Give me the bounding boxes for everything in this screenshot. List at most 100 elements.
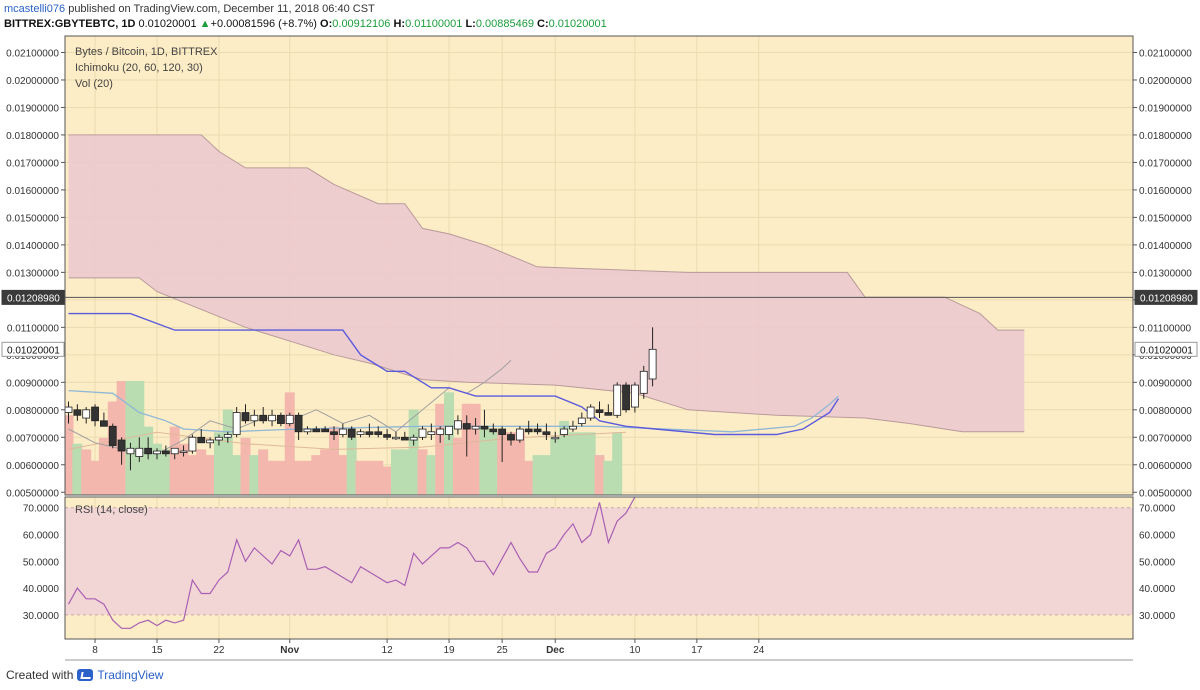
volume-bar xyxy=(399,449,410,495)
volume-bar xyxy=(550,438,561,495)
volume-bar xyxy=(302,460,313,495)
candle-body xyxy=(365,431,374,435)
candle-body xyxy=(462,423,471,430)
volume-bar xyxy=(585,432,596,495)
price-tick-label-right: 0.01900000 xyxy=(1139,103,1192,114)
legend-volume[interactable]: Vol (20) xyxy=(75,78,113,90)
price-tick-label-right: 0.01600000 xyxy=(1139,186,1192,197)
change-arrow-icon: ▲ xyxy=(199,18,211,30)
candle-body xyxy=(179,450,188,453)
price-marker-box xyxy=(1134,289,1198,305)
candle-body xyxy=(223,434,232,438)
candle-body xyxy=(259,414,268,422)
price-marker-box xyxy=(1,289,65,305)
price-marker-label: 0.01208980 xyxy=(1140,293,1193,304)
price-tick-label-right: 0.01700000 xyxy=(1139,158,1192,169)
candle-body xyxy=(569,425,577,430)
candle-body xyxy=(639,370,648,394)
price-tick-label-left: 0.01800000 xyxy=(6,131,59,142)
candle-body xyxy=(108,425,117,446)
candle-body xyxy=(551,436,560,440)
candle-body xyxy=(515,428,524,441)
price-tick-label-left: 0.01500000 xyxy=(6,213,59,224)
candle-body xyxy=(648,348,657,380)
rsi-tick-label-right: 60.0000 xyxy=(1139,531,1176,542)
volume-bar xyxy=(72,443,83,495)
time-tick-label: 22 xyxy=(213,645,225,656)
rsi-tick-label-left: 50.0000 xyxy=(23,557,60,568)
legend-rsi[interactable]: RSI (14, close) xyxy=(75,504,148,516)
volume-bar xyxy=(612,432,623,495)
time-tick-label: Nov xyxy=(280,645,299,656)
candle-body xyxy=(445,425,453,435)
candle-body xyxy=(533,428,542,433)
low-label: L: xyxy=(465,18,476,30)
volume-bar xyxy=(231,455,242,495)
rsi-series xyxy=(65,497,1133,629)
price-tick-label-right: 0.00900000 xyxy=(1139,378,1192,389)
volume-bar xyxy=(408,409,419,495)
candle-body xyxy=(427,431,436,435)
price-tick-label-right: 0.00600000 xyxy=(1139,461,1192,472)
time-tick-label: 19 xyxy=(443,645,455,656)
price-tick-label-right: 0.01100000 xyxy=(1139,323,1192,334)
price-tick-label-left: 0.01700000 xyxy=(6,158,59,169)
time-tick-label: 15 xyxy=(151,645,163,656)
candle-body xyxy=(330,431,338,435)
candle-body xyxy=(498,428,507,435)
symbol-label: BITTREX:GBYTEBTC, 1D xyxy=(4,18,136,30)
tradingview-brand[interactable]: TradingView xyxy=(97,668,164,682)
price-tick-label-left: 0.00700000 xyxy=(6,433,59,444)
author-link[interactable]: mcastelli076 xyxy=(4,3,66,15)
volume-bar xyxy=(435,403,446,495)
candle-body xyxy=(392,436,400,440)
last-price: 0.01020001 xyxy=(138,18,197,30)
candle-body xyxy=(294,414,303,433)
time-tick-label: 25 xyxy=(497,645,509,656)
candle-body xyxy=(232,412,241,435)
price-chart[interactable]: 0.00500000 0.00500000 0.00600000 0.00600000… xyxy=(0,0,1200,668)
close-value: 0.01020001 xyxy=(548,18,607,30)
candle-body xyxy=(347,428,356,438)
time-tick-label: 24 xyxy=(753,645,765,656)
volume-bar xyxy=(152,443,162,495)
price-tick-label-left: 0.02000000 xyxy=(6,76,59,87)
candle-body xyxy=(480,425,489,430)
volume-bar xyxy=(98,438,109,495)
volume-bar xyxy=(143,426,154,495)
close-label: C: xyxy=(537,18,549,30)
candle-body xyxy=(241,412,250,422)
volume-bar xyxy=(320,449,331,495)
price-tick-label-right: 0.01800000 xyxy=(1139,131,1192,142)
candle-body xyxy=(312,428,321,433)
tradingview-logo-icon[interactable] xyxy=(77,669,94,681)
price-marker-box xyxy=(1,341,65,357)
volume-bar xyxy=(497,432,508,495)
high-value: 0.01100001 xyxy=(405,18,463,30)
time-tick-label: 17 xyxy=(691,645,703,656)
time-tick-label: 8 xyxy=(92,645,98,656)
legend-ichimoku[interactable]: Ichimoku (20, 60, 120, 30) xyxy=(75,62,203,74)
price-tick-label-right: 0.02000000 xyxy=(1139,76,1192,87)
volume-bar xyxy=(452,438,463,495)
volume-bar xyxy=(532,455,543,495)
candle-body xyxy=(453,420,462,430)
volume-bar xyxy=(364,460,375,495)
candle-body xyxy=(321,428,330,433)
candle-body xyxy=(285,414,294,424)
candle-body xyxy=(356,431,365,435)
price-tick-label-left: 0.00600000 xyxy=(6,461,59,472)
high-label: H: xyxy=(393,18,406,30)
candle-body xyxy=(153,450,161,455)
volume-bar xyxy=(178,443,189,495)
price-marker-label: 0.01020001 xyxy=(7,345,60,356)
volume-bar xyxy=(479,426,490,495)
change-value: +0.00081596 (+8.7%) xyxy=(210,18,317,30)
time-tick-label: 10 xyxy=(629,645,641,656)
candle-body xyxy=(73,409,82,416)
volume-bar xyxy=(160,449,171,495)
volume-bar xyxy=(470,403,481,495)
created-with-text: Created with xyxy=(6,668,74,682)
rsi-tick-label-right: 70.0000 xyxy=(1139,504,1176,515)
volume-bar xyxy=(594,455,605,495)
